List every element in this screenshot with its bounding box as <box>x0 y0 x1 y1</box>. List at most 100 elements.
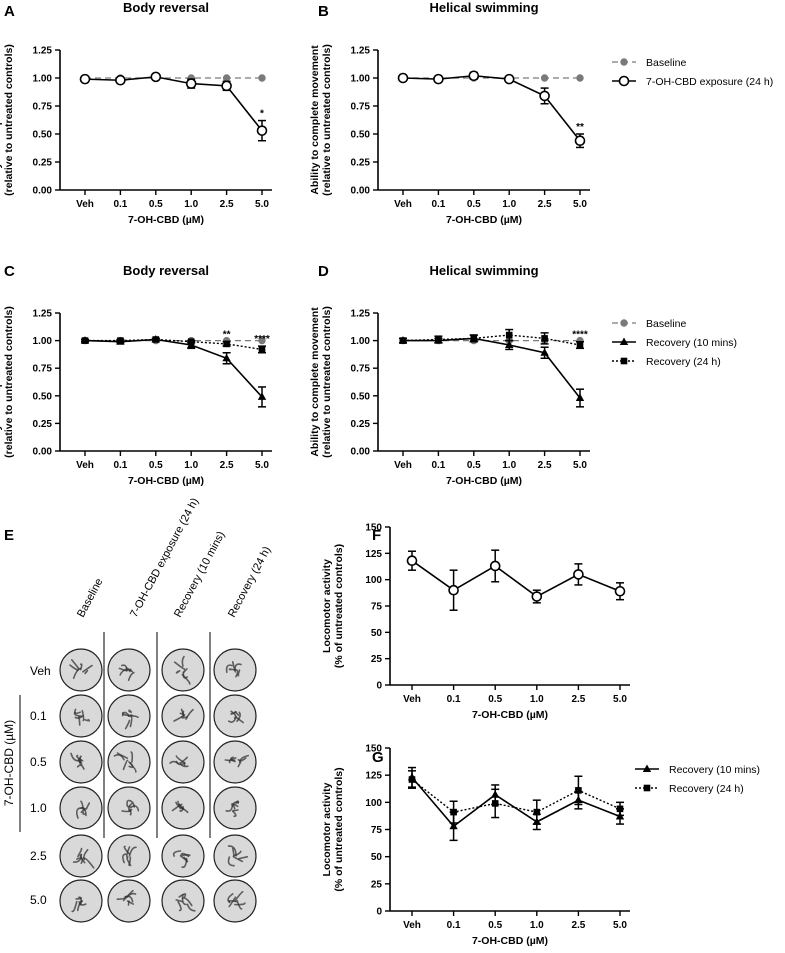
worm-track <box>122 853 127 864</box>
series-line <box>411 560 621 598</box>
data-point <box>448 584 459 596</box>
worm-track <box>238 856 249 860</box>
worm-track <box>181 655 185 667</box>
legend-label: Baseline <box>646 57 686 69</box>
y-tick-label: 150 <box>365 523 382 534</box>
worm-track <box>230 756 236 763</box>
well-image <box>213 879 257 923</box>
worm-track <box>178 893 187 898</box>
y-axis-label: (relative to untreated controls) <box>321 44 333 196</box>
significance-label: **** <box>254 334 270 345</box>
worm-track <box>130 751 134 763</box>
series-line <box>402 74 581 142</box>
x-tick-label: Veh <box>76 199 94 210</box>
y-tick-label: 0.50 <box>351 130 371 141</box>
panel-letter-a: A <box>4 3 15 20</box>
worm-track <box>73 711 83 717</box>
well-image <box>107 834 151 878</box>
legend: Baseline 7-OH-CBD exposure (24 h) <box>612 57 773 88</box>
y-tick-label: 0.00 <box>33 447 53 458</box>
y-tick-label: 1.00 <box>33 336 53 347</box>
x-axis-label: 7-OH-CBD (µM) <box>446 475 522 487</box>
data-point <box>256 125 268 136</box>
well-image <box>213 834 257 878</box>
worm-track <box>127 671 135 682</box>
data-point <box>258 336 266 345</box>
data-point <box>505 340 514 349</box>
x-tick-label: 0.5 <box>488 920 502 931</box>
chart-a-body-reversal: Body reversal 0.00 0.25 0.50 0.75 1.00 1.25 Veh… <box>0 0 272 226</box>
chart-title: Body reversal <box>123 0 209 15</box>
y-tick-label: 75 <box>371 825 383 836</box>
y-tick-label: 150 <box>365 744 382 755</box>
legend: Baseline Recovery (10 mins) Recovery (24 h… <box>612 318 737 368</box>
series-triangle <box>407 766 625 842</box>
y-tick-label: 1.25 <box>351 309 371 320</box>
worm-track <box>83 848 89 861</box>
worm-track <box>128 761 137 773</box>
well-image <box>161 648 205 692</box>
x-axis-label: 7-OH-CBD (µM) <box>128 475 204 487</box>
data-point <box>574 135 586 147</box>
data-point <box>258 346 266 353</box>
worm-track <box>85 802 91 810</box>
panel-e-row-label: Veh <box>30 664 51 678</box>
y-tick-label: 0.50 <box>33 130 53 141</box>
worm-track <box>84 718 91 722</box>
series-line <box>84 338 263 398</box>
x-tick-label: 2.5 <box>538 460 552 471</box>
worm-track <box>231 661 236 671</box>
data-point <box>541 335 548 342</box>
y-tick-label: 0.50 <box>351 391 371 402</box>
x-tick-label: 2.5 <box>538 199 552 210</box>
data-point <box>576 74 584 82</box>
y-tick-label: 0.00 <box>351 447 371 458</box>
y-tick-label: 0.25 <box>351 419 371 430</box>
x-tick-label: 1.0 <box>184 460 198 471</box>
x-tick-label: Veh <box>394 199 412 210</box>
significance-label: ** <box>576 122 584 133</box>
series-line <box>402 334 581 346</box>
well-image <box>59 694 103 738</box>
data-point <box>531 591 543 602</box>
well-image <box>59 879 103 923</box>
series-line <box>403 337 581 399</box>
data-point <box>81 337 89 344</box>
chart-title: Helical swimming <box>429 0 538 15</box>
worm-track <box>225 664 233 673</box>
x-tick-label: 5.0 <box>573 199 587 210</box>
worm-track <box>128 668 132 673</box>
worm-track <box>126 800 131 808</box>
well-image <box>107 879 151 923</box>
series-square <box>399 328 584 350</box>
series-open <box>79 71 268 142</box>
worm-track <box>232 847 235 856</box>
worm-track <box>235 716 244 724</box>
significance-label: ** <box>223 330 231 341</box>
legend-label: 7-OH-CBD exposure (24 h) <box>646 76 773 88</box>
data-point <box>505 331 513 339</box>
worm-track <box>79 663 83 671</box>
x-tick-label: Veh <box>403 920 421 931</box>
worm-track <box>118 667 130 672</box>
worm-track <box>233 850 242 857</box>
worm-track <box>72 854 82 863</box>
x-tick-label: 2.5 <box>220 199 234 210</box>
x-tick-label: 1.0 <box>530 694 544 705</box>
data-point <box>399 337 407 344</box>
legend-label: Recovery (10 mins) <box>669 764 760 776</box>
x-tick-label: Veh <box>76 460 94 471</box>
y-tick-label: 1.00 <box>351 336 371 347</box>
data-point <box>222 353 231 362</box>
x-tick-label: 2.5 <box>571 694 585 705</box>
panel-e-row-label: 0.1 <box>30 709 47 723</box>
y-tick-label: 75 <box>371 602 383 613</box>
data-point <box>533 808 541 816</box>
worm-track <box>225 804 234 812</box>
y-tick-label: 1.00 <box>33 74 53 85</box>
worm-track <box>183 856 189 863</box>
y-tick-label: 0.00 <box>351 186 371 197</box>
y-axis-label: Ability to complete movement <box>0 45 3 195</box>
worm-track <box>75 807 83 819</box>
worm-track <box>71 900 78 913</box>
